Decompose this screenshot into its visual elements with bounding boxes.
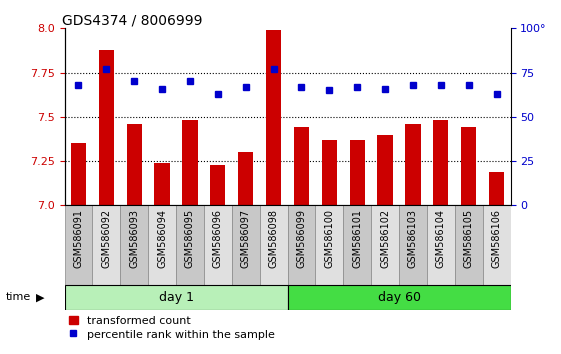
Bar [71, 143, 86, 205]
Bar [378, 135, 393, 205]
Text: GDS4374 / 8006999: GDS4374 / 8006999 [62, 13, 203, 27]
Bar [455, 205, 482, 285]
Text: GSM586095: GSM586095 [185, 209, 195, 268]
Bar [489, 172, 504, 205]
Text: GSM586105: GSM586105 [464, 209, 473, 268]
Bar [204, 205, 232, 285]
Text: day 1: day 1 [159, 291, 194, 304]
Bar [65, 205, 93, 285]
Bar [343, 205, 371, 285]
Bar [321, 140, 337, 205]
Bar [371, 205, 399, 285]
Bar [461, 127, 476, 205]
Bar [210, 165, 226, 205]
Bar [176, 205, 204, 285]
Bar [99, 50, 114, 205]
Text: GSM586101: GSM586101 [352, 209, 362, 268]
Bar [127, 124, 142, 205]
Text: GSM586093: GSM586093 [129, 209, 139, 268]
Bar [350, 140, 365, 205]
Bar [238, 152, 254, 205]
Bar [287, 285, 511, 310]
Text: GSM586102: GSM586102 [380, 209, 390, 268]
Text: GSM586104: GSM586104 [436, 209, 446, 268]
Text: GSM586100: GSM586100 [324, 209, 334, 268]
Bar [405, 124, 421, 205]
Bar [93, 205, 120, 285]
Bar [399, 205, 427, 285]
Bar [266, 30, 281, 205]
Bar [120, 205, 148, 285]
Text: day 60: day 60 [378, 291, 421, 304]
Text: GSM586097: GSM586097 [241, 209, 251, 268]
Text: GSM586096: GSM586096 [213, 209, 223, 268]
Bar [427, 205, 455, 285]
Text: time: time [6, 292, 31, 302]
Text: GSM586091: GSM586091 [73, 209, 84, 268]
Legend: transformed count, percentile rank within the sample: transformed count, percentile rank withi… [65, 312, 279, 344]
Text: GSM586106: GSM586106 [491, 209, 502, 268]
Bar [433, 120, 448, 205]
Text: GSM586099: GSM586099 [296, 209, 306, 268]
Bar [287, 205, 315, 285]
Bar [315, 205, 343, 285]
Bar [482, 205, 511, 285]
Bar [182, 120, 197, 205]
Bar [232, 205, 260, 285]
Bar [154, 163, 170, 205]
Text: GSM586098: GSM586098 [269, 209, 279, 268]
Text: GSM586094: GSM586094 [157, 209, 167, 268]
Bar [65, 285, 287, 310]
Text: ▶: ▶ [36, 292, 45, 302]
Bar [148, 205, 176, 285]
Bar [294, 127, 309, 205]
Text: GSM586103: GSM586103 [408, 209, 418, 268]
Text: GSM586092: GSM586092 [102, 209, 111, 268]
Bar [260, 205, 287, 285]
